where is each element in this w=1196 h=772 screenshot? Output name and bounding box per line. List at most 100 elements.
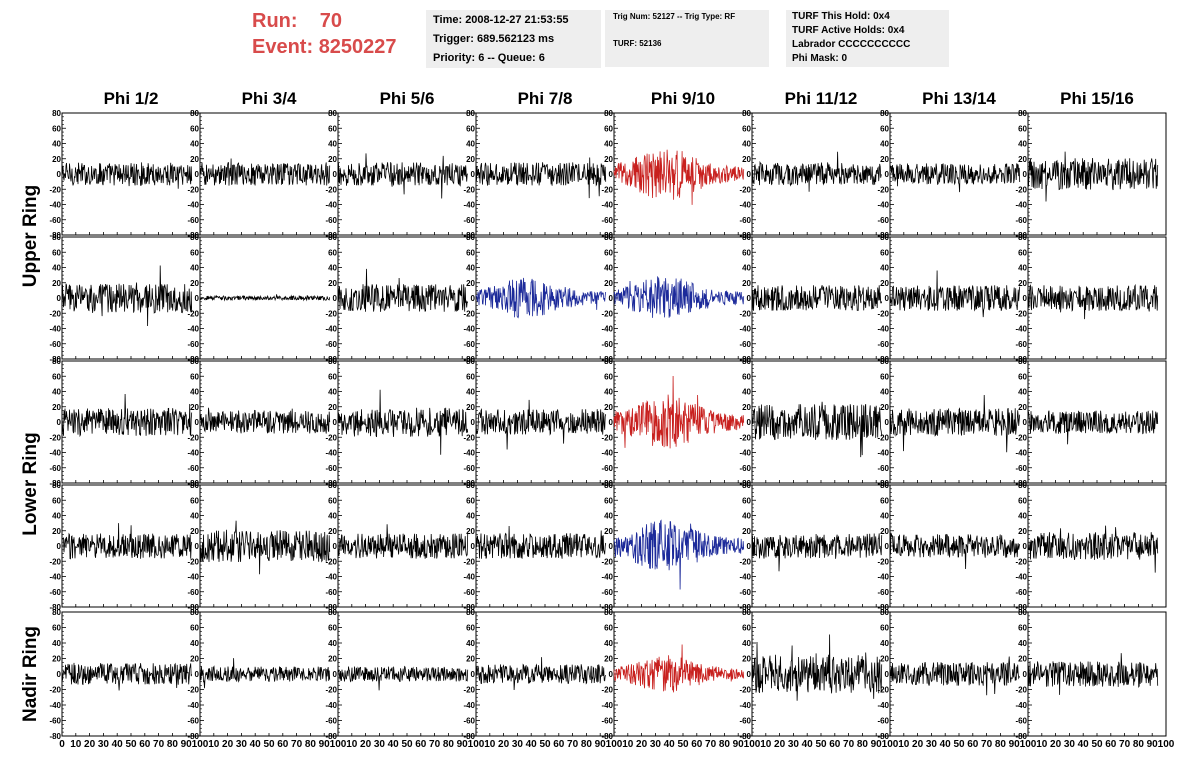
y-tick-label: 60 (328, 124, 337, 133)
y-tick-label: -20 (325, 309, 337, 318)
y-tick-label: 60 (604, 248, 613, 257)
y-tick-label: -20 (187, 185, 199, 194)
waveform-trace (613, 149, 745, 205)
y-tick-label: -40 (463, 573, 475, 582)
y-tick-label: 20 (604, 655, 613, 664)
y-tick-label: 40 (604, 264, 613, 273)
y-tick-label: 20 (1018, 527, 1027, 536)
y-tick-label: 40 (880, 264, 889, 273)
y-tick-label: 60 (1018, 372, 1027, 381)
y-tick-label: 20 (52, 655, 61, 664)
y-tick-label: 20 (1018, 655, 1027, 664)
y-tick-label: 0 (609, 418, 614, 427)
y-tick-label: -60 (877, 340, 889, 349)
y-tick-label: 0 (57, 542, 62, 551)
y-tick-label: 60 (52, 624, 61, 633)
y-tick-label: -20 (1015, 433, 1027, 442)
y-tick-label: 0 (471, 542, 476, 551)
y-tick-label: -20 (877, 557, 889, 566)
y-tick-label: -60 (1015, 340, 1027, 349)
y-tick-label: 60 (604, 124, 613, 133)
waveform-trace (613, 519, 745, 590)
y-tick-label: 0 (57, 418, 62, 427)
y-tick-label: -40 (187, 201, 199, 210)
y-tick-label: 80 (880, 481, 889, 490)
y-tick-label: -60 (601, 216, 613, 225)
y-tick-label: 0 (1023, 418, 1028, 427)
trig-num-text: Trig Num: 52127 -- Trig Type: RF (613, 12, 736, 21)
y-tick-label: 60 (190, 624, 199, 633)
y-tick-label: -20 (601, 557, 613, 566)
y-tick-label: -40 (739, 449, 751, 458)
y-tick-label: 80 (466, 481, 475, 490)
waveform-trace (613, 644, 745, 693)
y-tick-label: -80 (187, 479, 199, 488)
y-tick-label: 20 (52, 155, 61, 164)
x-tick-label: 60 (1105, 739, 1117, 750)
x-tick-label: 50 (953, 739, 965, 750)
waveform-trace (889, 394, 1021, 453)
y-tick-label: -60 (877, 588, 889, 597)
y-tick-label: 0 (195, 294, 200, 303)
y-tick-label: -80 (877, 231, 889, 240)
y-tick-label: -40 (49, 701, 61, 710)
waveform-trace (199, 294, 331, 302)
waveform-trace (475, 277, 607, 319)
y-tick-label: -20 (187, 433, 199, 442)
y-tick-label: -60 (187, 717, 199, 726)
x-tick-label: 10 (346, 739, 358, 750)
y-tick-label: 20 (604, 155, 613, 164)
y-tick-label: 80 (190, 109, 199, 118)
y-tick-label: -40 (1015, 325, 1027, 334)
y-tick-label: -20 (601, 309, 613, 318)
run-label: Run: (252, 10, 298, 32)
x-tick-label: 90 (595, 739, 607, 750)
y-tick-label: -60 (463, 340, 475, 349)
y-tick-label: -40 (877, 325, 889, 334)
y-tick-label: 60 (742, 372, 751, 381)
y-tick-label: -60 (463, 588, 475, 597)
y-tick-label: 40 (190, 639, 199, 648)
y-tick-label: 80 (52, 481, 61, 490)
run-line: Run: 70 (252, 8, 397, 34)
y-tick-label: 40 (190, 512, 199, 521)
y-tick-label: 20 (880, 655, 889, 664)
y-tick-label: -60 (325, 340, 337, 349)
x-tick-label: 100 (1020, 739, 1037, 750)
y-tick-label: 20 (328, 155, 337, 164)
y-tick-label: -20 (739, 185, 751, 194)
event-label: Event: (252, 36, 314, 58)
y-tick-label: 60 (742, 624, 751, 633)
y-tick-label: -80 (463, 355, 475, 364)
y-tick-label: 20 (52, 527, 61, 536)
x-tick-label: 60 (139, 739, 151, 750)
y-tick-label: 20 (52, 279, 61, 288)
y-tick-label: -40 (1015, 449, 1027, 458)
y-tick-label: -20 (739, 433, 751, 442)
y-tick-label: -60 (1015, 717, 1027, 726)
y-tick-label: 80 (328, 233, 337, 242)
y-tick-label: 20 (466, 279, 475, 288)
y-tick-label: 0 (471, 670, 476, 679)
y-tick-label: 0 (195, 670, 200, 679)
y-tick-label: -80 (877, 355, 889, 364)
y-tick-label: 20 (328, 655, 337, 664)
y-tick-label: -60 (187, 340, 199, 349)
y-tick-label: -20 (49, 557, 61, 566)
y-tick-label: -40 (49, 449, 61, 458)
y-tick-label: -60 (1015, 588, 1027, 597)
y-tick-label: 0 (885, 294, 890, 303)
x-tick-label: 50 (263, 739, 275, 750)
y-tick-label: 0 (747, 542, 752, 551)
y-tick-label: -40 (325, 201, 337, 210)
y-tick-label: 80 (604, 481, 613, 490)
y-tick-label: -60 (739, 464, 751, 473)
waveform-trace (337, 524, 469, 559)
y-tick-label: 20 (880, 527, 889, 536)
y-tick-label: 80 (328, 481, 337, 490)
x-tick-label: 70 (291, 739, 303, 750)
y-tick-label: 40 (1018, 639, 1027, 648)
y-tick-label: -80 (1015, 603, 1027, 612)
y-tick-label: -80 (49, 479, 61, 488)
waveform-trace (199, 520, 331, 575)
